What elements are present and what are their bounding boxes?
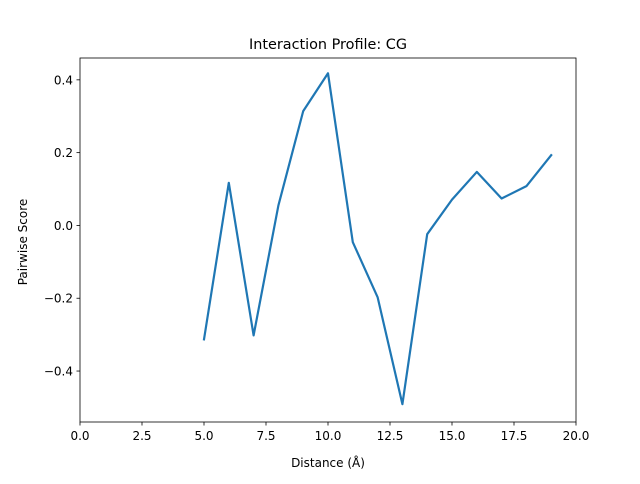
x-tick-label: 5.0: [194, 429, 213, 443]
x-tick-label: 0.0: [70, 429, 89, 443]
plot-area: 0.0 2.5 5.0 7.5 10.0 12.5 15.0 17.5 20.0 −0.4 −0.2…: [44, 58, 590, 443]
y-axis-label: Pairwise Score: [16, 199, 30, 286]
y-tick-label: −0.4: [44, 365, 73, 379]
x-tick-label: 17.5: [501, 429, 528, 443]
y-tick-label: 0.0: [54, 219, 73, 233]
series-line-0: [204, 73, 551, 404]
y-tick-label: 0.4: [54, 73, 73, 87]
plot-frame: [80, 58, 576, 422]
chart-title: Interaction Profile: CG: [249, 37, 407, 53]
x-axis-label: Distance (Å): [291, 455, 365, 470]
x-tick-label: 12.5: [377, 429, 404, 443]
x-tick-label: 15.0: [439, 429, 466, 443]
y-tick-label: −0.2: [44, 292, 73, 306]
x-tick-label: 7.5: [256, 429, 275, 443]
y-tick-label: 0.2: [54, 146, 73, 160]
x-tick-label: 2.5: [132, 429, 151, 443]
x-tick-label: 10.0: [315, 429, 342, 443]
x-tick-label: 20.0: [563, 429, 590, 443]
